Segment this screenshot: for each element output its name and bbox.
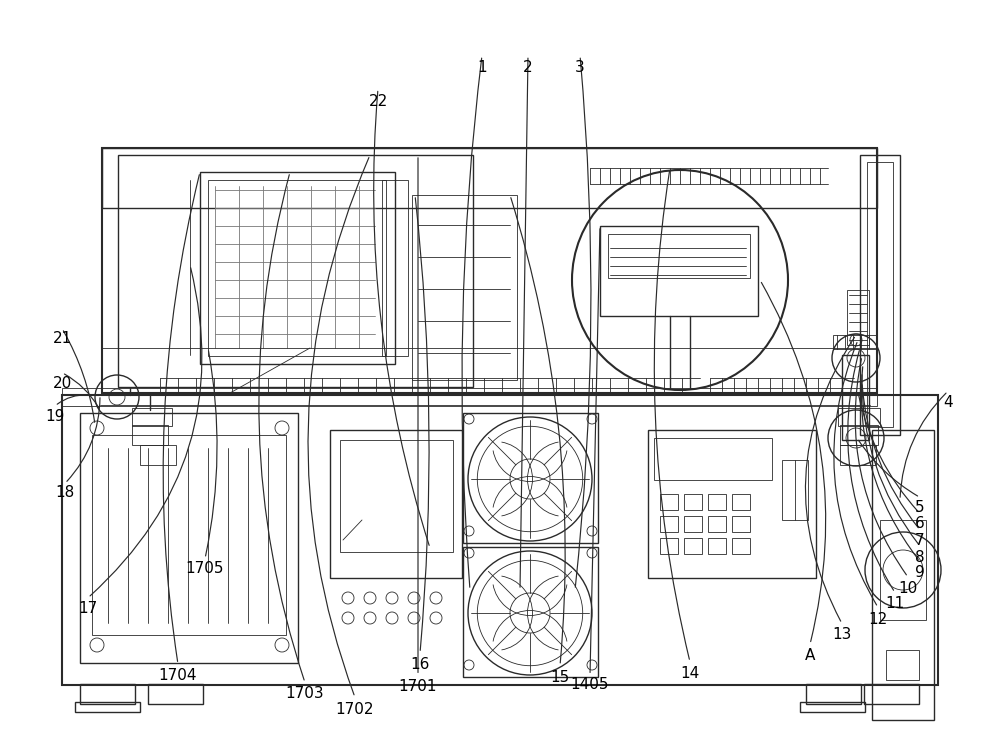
Bar [840, 425, 878, 445]
Text: 21: 21 [52, 331, 72, 345]
Bar [806, 684, 861, 704]
Bar [708, 494, 726, 510]
Text: 15: 15 [550, 670, 570, 685]
Text: 1: 1 [477, 61, 487, 75]
Bar [208, 180, 386, 356]
Bar [833, 335, 877, 349]
Text: 20: 20 [52, 376, 72, 391]
Bar [463, 547, 598, 677]
Bar [600, 226, 758, 316]
Bar [463, 413, 598, 543]
Bar [660, 538, 678, 554]
Bar [800, 702, 865, 712]
Bar [102, 148, 877, 393]
Bar [92, 435, 286, 635]
Bar [886, 650, 919, 680]
Bar [660, 494, 678, 510]
Bar [864, 684, 919, 704]
Bar [880, 520, 926, 620]
Text: 9: 9 [915, 565, 925, 580]
Text: 1701: 1701 [399, 679, 437, 694]
Bar [847, 290, 869, 345]
Text: 16: 16 [410, 657, 430, 672]
Bar [838, 408, 880, 426]
Bar [840, 445, 876, 465]
Bar [62, 395, 938, 685]
Bar [102, 148, 877, 208]
Text: 1702: 1702 [336, 703, 374, 717]
Bar [132, 408, 172, 426]
Bar [660, 516, 678, 532]
Bar [732, 494, 750, 510]
Bar [75, 702, 140, 712]
Bar [340, 440, 453, 552]
Text: 1705: 1705 [186, 561, 224, 576]
Text: 13: 13 [832, 627, 852, 642]
Bar [382, 180, 408, 356]
Text: 10: 10 [898, 581, 918, 596]
Bar [708, 538, 726, 554]
Bar [80, 684, 135, 704]
Bar [684, 494, 702, 510]
Text: A: A [805, 648, 815, 663]
Bar [118, 155, 473, 387]
Text: 3: 3 [575, 61, 585, 75]
Bar [330, 430, 462, 578]
Text: 14: 14 [680, 666, 700, 680]
Bar [860, 155, 900, 435]
Text: 17: 17 [78, 601, 98, 616]
Bar [872, 430, 934, 720]
Text: 1405: 1405 [571, 677, 609, 692]
Text: 11: 11 [885, 596, 905, 611]
Text: 2: 2 [523, 61, 533, 75]
Text: 1704: 1704 [159, 668, 197, 683]
Bar [732, 538, 750, 554]
Bar [867, 162, 893, 427]
Bar [80, 413, 298, 663]
Bar [732, 516, 750, 532]
Bar [148, 684, 203, 704]
Bar [782, 460, 808, 520]
Bar [140, 445, 176, 465]
Bar [684, 538, 702, 554]
Bar [412, 195, 517, 380]
Bar [708, 516, 726, 532]
Text: 5: 5 [915, 500, 925, 515]
Bar [654, 438, 772, 480]
Bar [62, 388, 877, 406]
Text: 6: 6 [915, 517, 925, 531]
Bar [648, 430, 816, 578]
Text: 1703: 1703 [286, 686, 324, 701]
Text: 19: 19 [45, 410, 65, 424]
Text: 4: 4 [943, 395, 953, 410]
Text: 8: 8 [915, 550, 925, 565]
Text: 12: 12 [868, 613, 888, 627]
Text: 7: 7 [915, 533, 925, 548]
Bar [200, 172, 395, 364]
Bar [684, 516, 702, 532]
Bar [132, 425, 168, 445]
Bar [608, 234, 750, 278]
Text: 22: 22 [368, 94, 388, 109]
Text: 18: 18 [55, 486, 75, 500]
Bar [842, 355, 869, 440]
